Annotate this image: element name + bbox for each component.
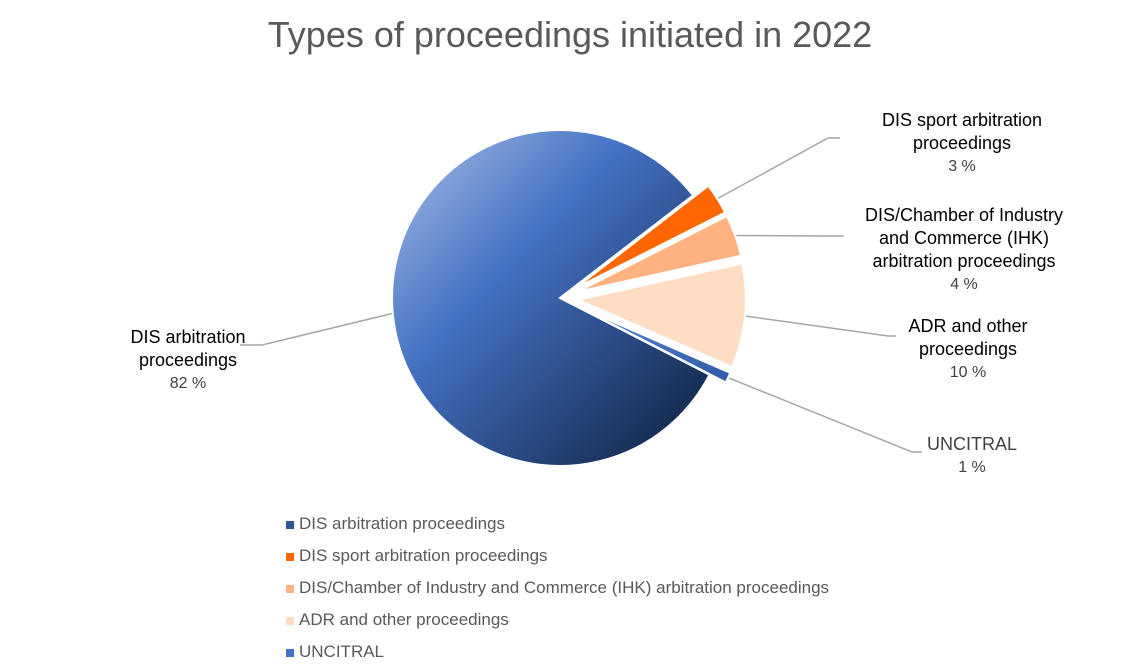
data-label-uncitral: UNCITRAL 1 % <box>926 434 1017 476</box>
legend-label: DIS/Chamber of Industry and Commerce (IH… <box>299 578 830 597</box>
legend-swatch <box>286 617 294 625</box>
leader-line <box>240 312 393 346</box>
leader-line <box>735 234 844 237</box>
pie-slices <box>391 129 747 467</box>
legend-item-uncitral: UNCITRAL <box>286 636 829 668</box>
data-label-dis-ihk: DIS/Chamber of Industry and Commerce (IH… <box>864 205 1064 293</box>
legend-item-dis-arbitration: DIS arbitration proceedings <box>286 508 829 540</box>
data-label-dis-arbitration: DIS arbitration proceedings 82 % <box>130 327 246 392</box>
leader-lines <box>240 137 922 453</box>
legend-swatch <box>286 553 294 561</box>
legend-label: ADR and other proceedings <box>299 610 509 629</box>
data-label-adr: ADR and other proceedings 10 % <box>908 316 1028 381</box>
slice-uncitral <box>575 304 732 384</box>
slice-dis-ihk <box>576 214 743 293</box>
chart-title: Types of proceedings initiated in 2022 <box>267 14 873 55</box>
data-label-dis-sport: DIS sport arbitration proceedings 3 % <box>881 110 1043 175</box>
slice-dis-sport <box>574 184 727 290</box>
legend-label: UNCITRAL <box>299 642 385 661</box>
legend-swatch <box>286 521 294 529</box>
slice-adr <box>574 262 747 369</box>
legend-item-dis-sport: DIS sport arbitration proceedings <box>286 540 829 572</box>
legend-item-dis-ihk: DIS/Chamber of Industry and Commerce (IH… <box>286 572 829 604</box>
legend-swatch <box>286 649 294 657</box>
legend: DIS arbitration proceedings DIS sport ar… <box>286 508 829 668</box>
legend-item-adr: ADR and other proceedings <box>286 604 829 636</box>
leader-line <box>716 137 840 200</box>
legend-swatch <box>286 585 294 593</box>
leader-line <box>745 315 896 337</box>
legend-label: DIS arbitration proceedings <box>299 514 506 533</box>
legend-label: DIS sport arbitration proceedings <box>299 546 548 565</box>
leader-line <box>727 376 922 453</box>
slice-dis-arbitration <box>391 129 711 467</box>
